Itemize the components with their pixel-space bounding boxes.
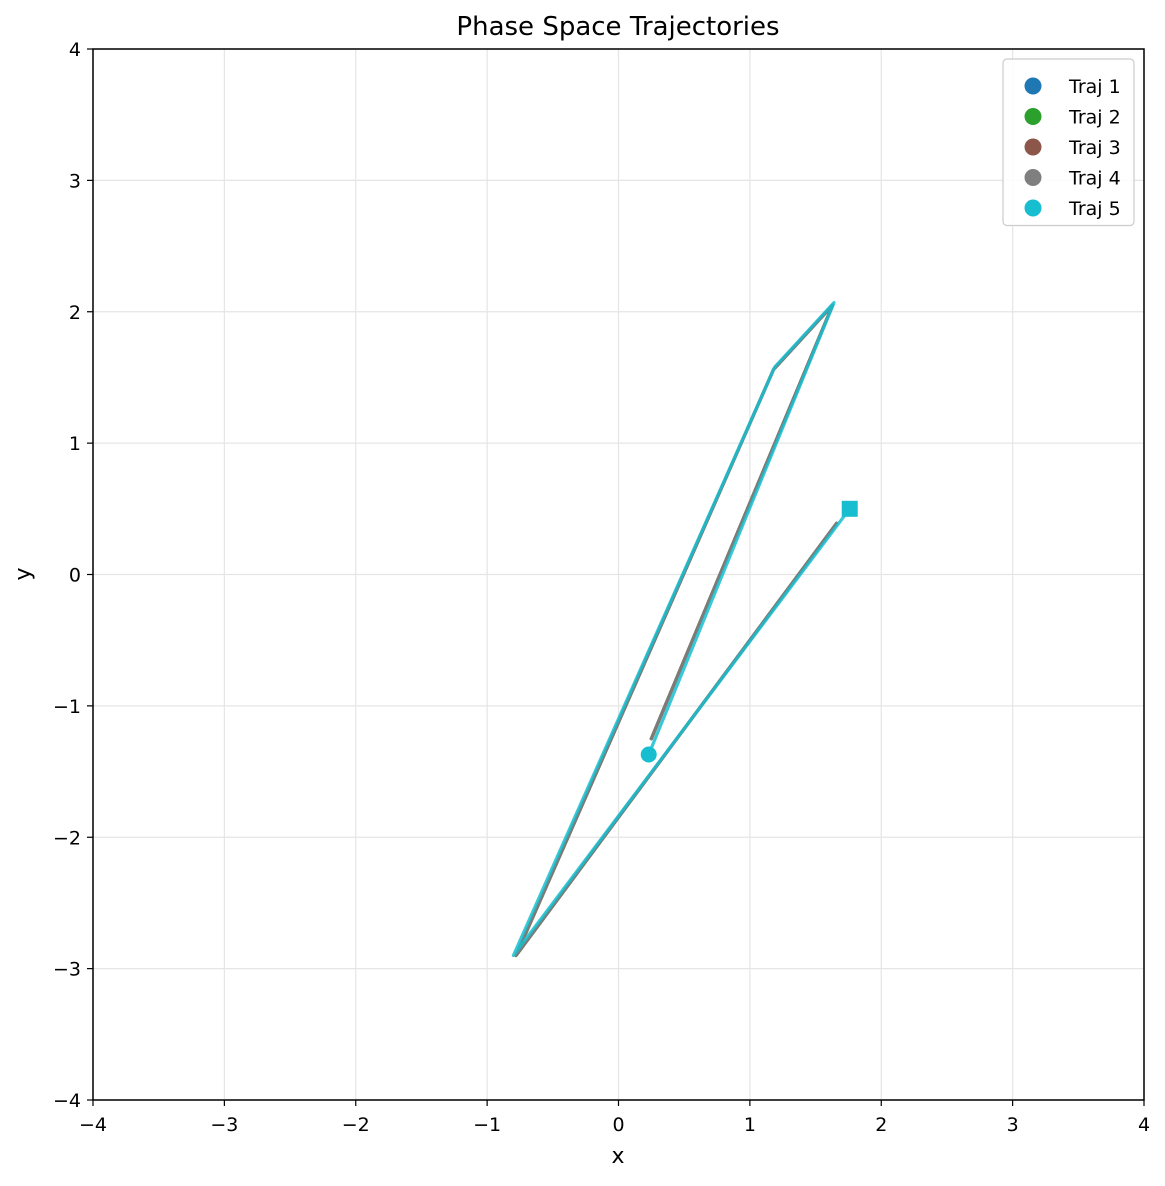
x-tick-label: 3 xyxy=(1007,1114,1019,1136)
trajectory-line-1 xyxy=(514,303,839,958)
x-tick-label: −2 xyxy=(342,1114,370,1136)
legend-marker-3 xyxy=(1024,138,1042,156)
legend-label-2: Traj 2 xyxy=(1068,107,1121,129)
x-tick-label: 0 xyxy=(612,1114,624,1136)
legend-label-1: Traj 1 xyxy=(1068,76,1121,98)
end-marker xyxy=(841,500,858,517)
trajectory-line-3 xyxy=(514,303,839,958)
marker-layer xyxy=(640,500,858,763)
legend-label-3: Traj 3 xyxy=(1068,137,1121,159)
x-tick-label: 1 xyxy=(744,1114,756,1136)
series-layer xyxy=(511,301,852,958)
x-tick-label: −4 xyxy=(79,1114,107,1136)
y-tick-label: 0 xyxy=(69,565,81,587)
y-tick-label: −4 xyxy=(53,1090,81,1112)
trajectory-line-5 xyxy=(511,301,852,958)
legend-marker-1 xyxy=(1024,77,1042,95)
y-tick-label: −1 xyxy=(53,696,81,718)
x-tick-label: 4 xyxy=(1138,1114,1150,1136)
legend-label-5: Traj 5 xyxy=(1068,198,1121,220)
y-tick-label: 2 xyxy=(69,302,81,324)
y-tick-label: 3 xyxy=(69,170,81,192)
trajectory-line-2 xyxy=(514,303,839,958)
legend-marker-2 xyxy=(1024,108,1042,125)
grid-layer xyxy=(92,48,1145,1101)
legend-marker-5 xyxy=(1024,199,1042,217)
y-tick-label: −3 xyxy=(53,959,81,981)
start-marker xyxy=(640,746,657,763)
x-tick-label: −3 xyxy=(210,1114,238,1136)
legend-label-4: Traj 4 xyxy=(1068,168,1121,190)
chart-title: Phase Space Trajectories xyxy=(456,12,779,42)
x-tick-label: −1 xyxy=(473,1114,501,1136)
y-tick-label: −2 xyxy=(53,827,81,849)
legend-marker-4 xyxy=(1024,169,1042,186)
x-axis-label: x xyxy=(611,1144,624,1169)
y-tick-label: 1 xyxy=(69,433,81,455)
legend: Traj 1 Traj 2 Traj 3 Traj 4 Traj 5 xyxy=(1002,58,1135,227)
y-axis-label: y xyxy=(11,567,36,580)
x-tick-label: 2 xyxy=(875,1114,887,1136)
trajectory-line-4 xyxy=(514,303,839,958)
y-tick-label: 4 xyxy=(69,39,81,61)
tick-layer: −4 −3 −2 −1 0 1 2 3 4 −4 −3 −2 −1 0 1 2 3 4 xyxy=(53,39,1150,1136)
